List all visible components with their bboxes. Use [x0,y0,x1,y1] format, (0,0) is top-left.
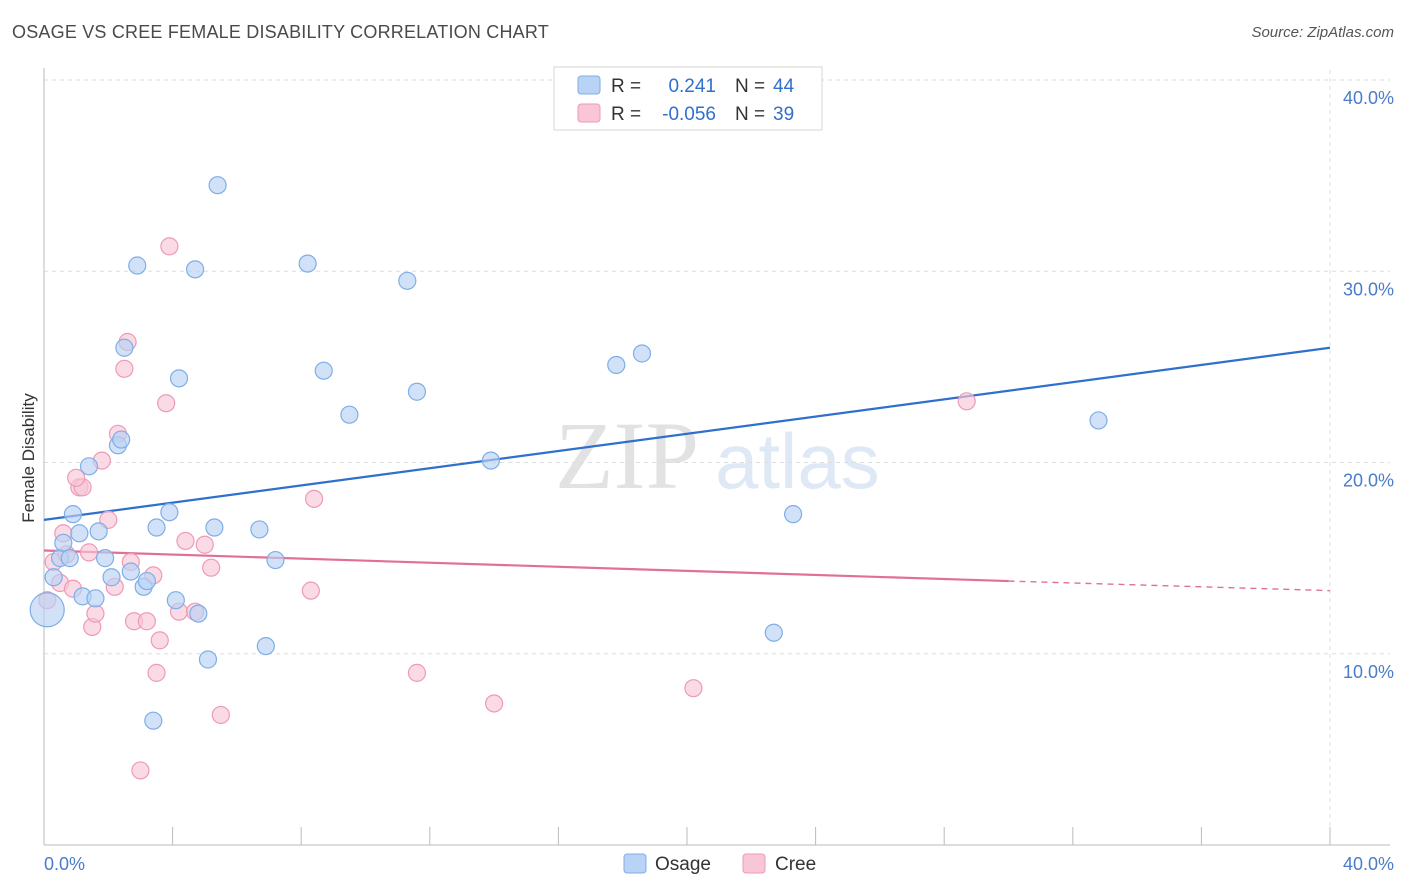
cree-point [115,359,134,378]
x-tick-label-max: 40.0% [1343,854,1394,874]
osage-point [256,636,275,656]
osage-point [166,591,185,610]
osage-point [169,369,189,388]
data-points [29,176,1108,780]
osage-point [250,520,269,539]
y-tick-label-40: 40.0% [1343,88,1394,108]
osage-series-label: Osage [655,854,711,875]
cree-point [160,237,179,256]
osage-n-value: 44 [773,76,795,97]
osage-point [89,522,108,541]
source-credit: Source: ZipAtlas.com [1251,24,1394,41]
osage-point [115,338,134,357]
cree-point [147,663,166,682]
osage-point [160,503,179,522]
osage-point [205,518,224,537]
osage-point [54,533,73,552]
osage-r-value: 0.241 [668,76,716,97]
osage-point [1089,411,1108,430]
cree-series-swatch [742,853,766,874]
osage-point [29,592,65,628]
stats-legend: R = 0.241 N = 44 R = -0.056 N = 39 [553,66,823,131]
osage-point [144,711,163,730]
osage-point [607,355,626,375]
watermark-zip: ZIP [555,402,699,509]
osage-point [86,589,105,608]
osage-point [137,571,156,591]
watermark-atlas: atlas [715,417,880,505]
cree-point [137,612,156,631]
cree-point [202,558,221,577]
cree-point [211,705,230,725]
osage-point [44,568,63,587]
cree-point [407,663,427,682]
osage-point [407,382,427,401]
cree-point [684,679,703,698]
cree-trend-extension [1008,580,1331,592]
trend-lines [43,346,1331,592]
cree-series-label: Cree [775,854,816,875]
cree-point [957,392,976,411]
osage-series-swatch [623,853,647,874]
osage-point [398,271,417,290]
osage-point [121,562,140,581]
cree-point [176,531,195,551]
osage-point [208,176,227,195]
cree-r-value: -0.056 [662,104,716,125]
cree-n-label: N = [735,104,765,125]
osage-point [266,550,285,570]
osage-point [340,405,359,424]
y-tick-label-20: 20.0% [1343,471,1394,491]
y-axis-label: Female Disability [19,393,38,523]
osage-point [186,260,205,279]
cree-point [304,489,324,508]
y-tick-label-30: 30.0% [1343,279,1394,299]
cree-legend-swatch [577,103,601,123]
osage-point [783,505,803,524]
osage-point [481,451,500,470]
cree-point [195,535,214,554]
cree-point [157,394,176,413]
osage-point [63,505,83,524]
cree-point [79,543,99,562]
osage-point [102,568,121,587]
osage-trend-line [43,346,1331,521]
osage-n-label: N = [735,76,765,97]
cree-r-label: R = [611,104,641,125]
osage-point [632,344,652,363]
osage-point [70,524,89,543]
cree-point [67,468,86,487]
cree-point [86,604,105,623]
osage-point [128,256,147,275]
osage-r-label: R = [611,76,641,97]
osage-point [198,650,218,669]
x-tick-label-min: 0.0% [44,854,85,874]
osage-point [189,604,208,623]
cree-point [485,694,504,713]
osage-legend-swatch [577,75,601,95]
osage-point [112,430,131,449]
osage-point [298,254,317,273]
series-legend: Osage Cree [623,853,816,875]
cree-trend-line [43,549,1009,583]
chart-title: OSAGE VS CREE FEMALE DISABILITY CORRELAT… [12,22,549,42]
cree-n-value: 39 [773,104,794,125]
cree-point [131,761,150,780]
y-tick-label-10: 10.0% [1343,662,1394,682]
osage-point [764,623,783,642]
osage-point [147,518,166,537]
osage-point [60,549,79,568]
cree-point [150,631,169,650]
osage-point [314,361,333,380]
axes [43,68,1390,846]
cree-point [301,581,320,600]
osage-point [95,549,115,568]
osage-point [79,457,99,476]
gridlines [44,70,1390,845]
